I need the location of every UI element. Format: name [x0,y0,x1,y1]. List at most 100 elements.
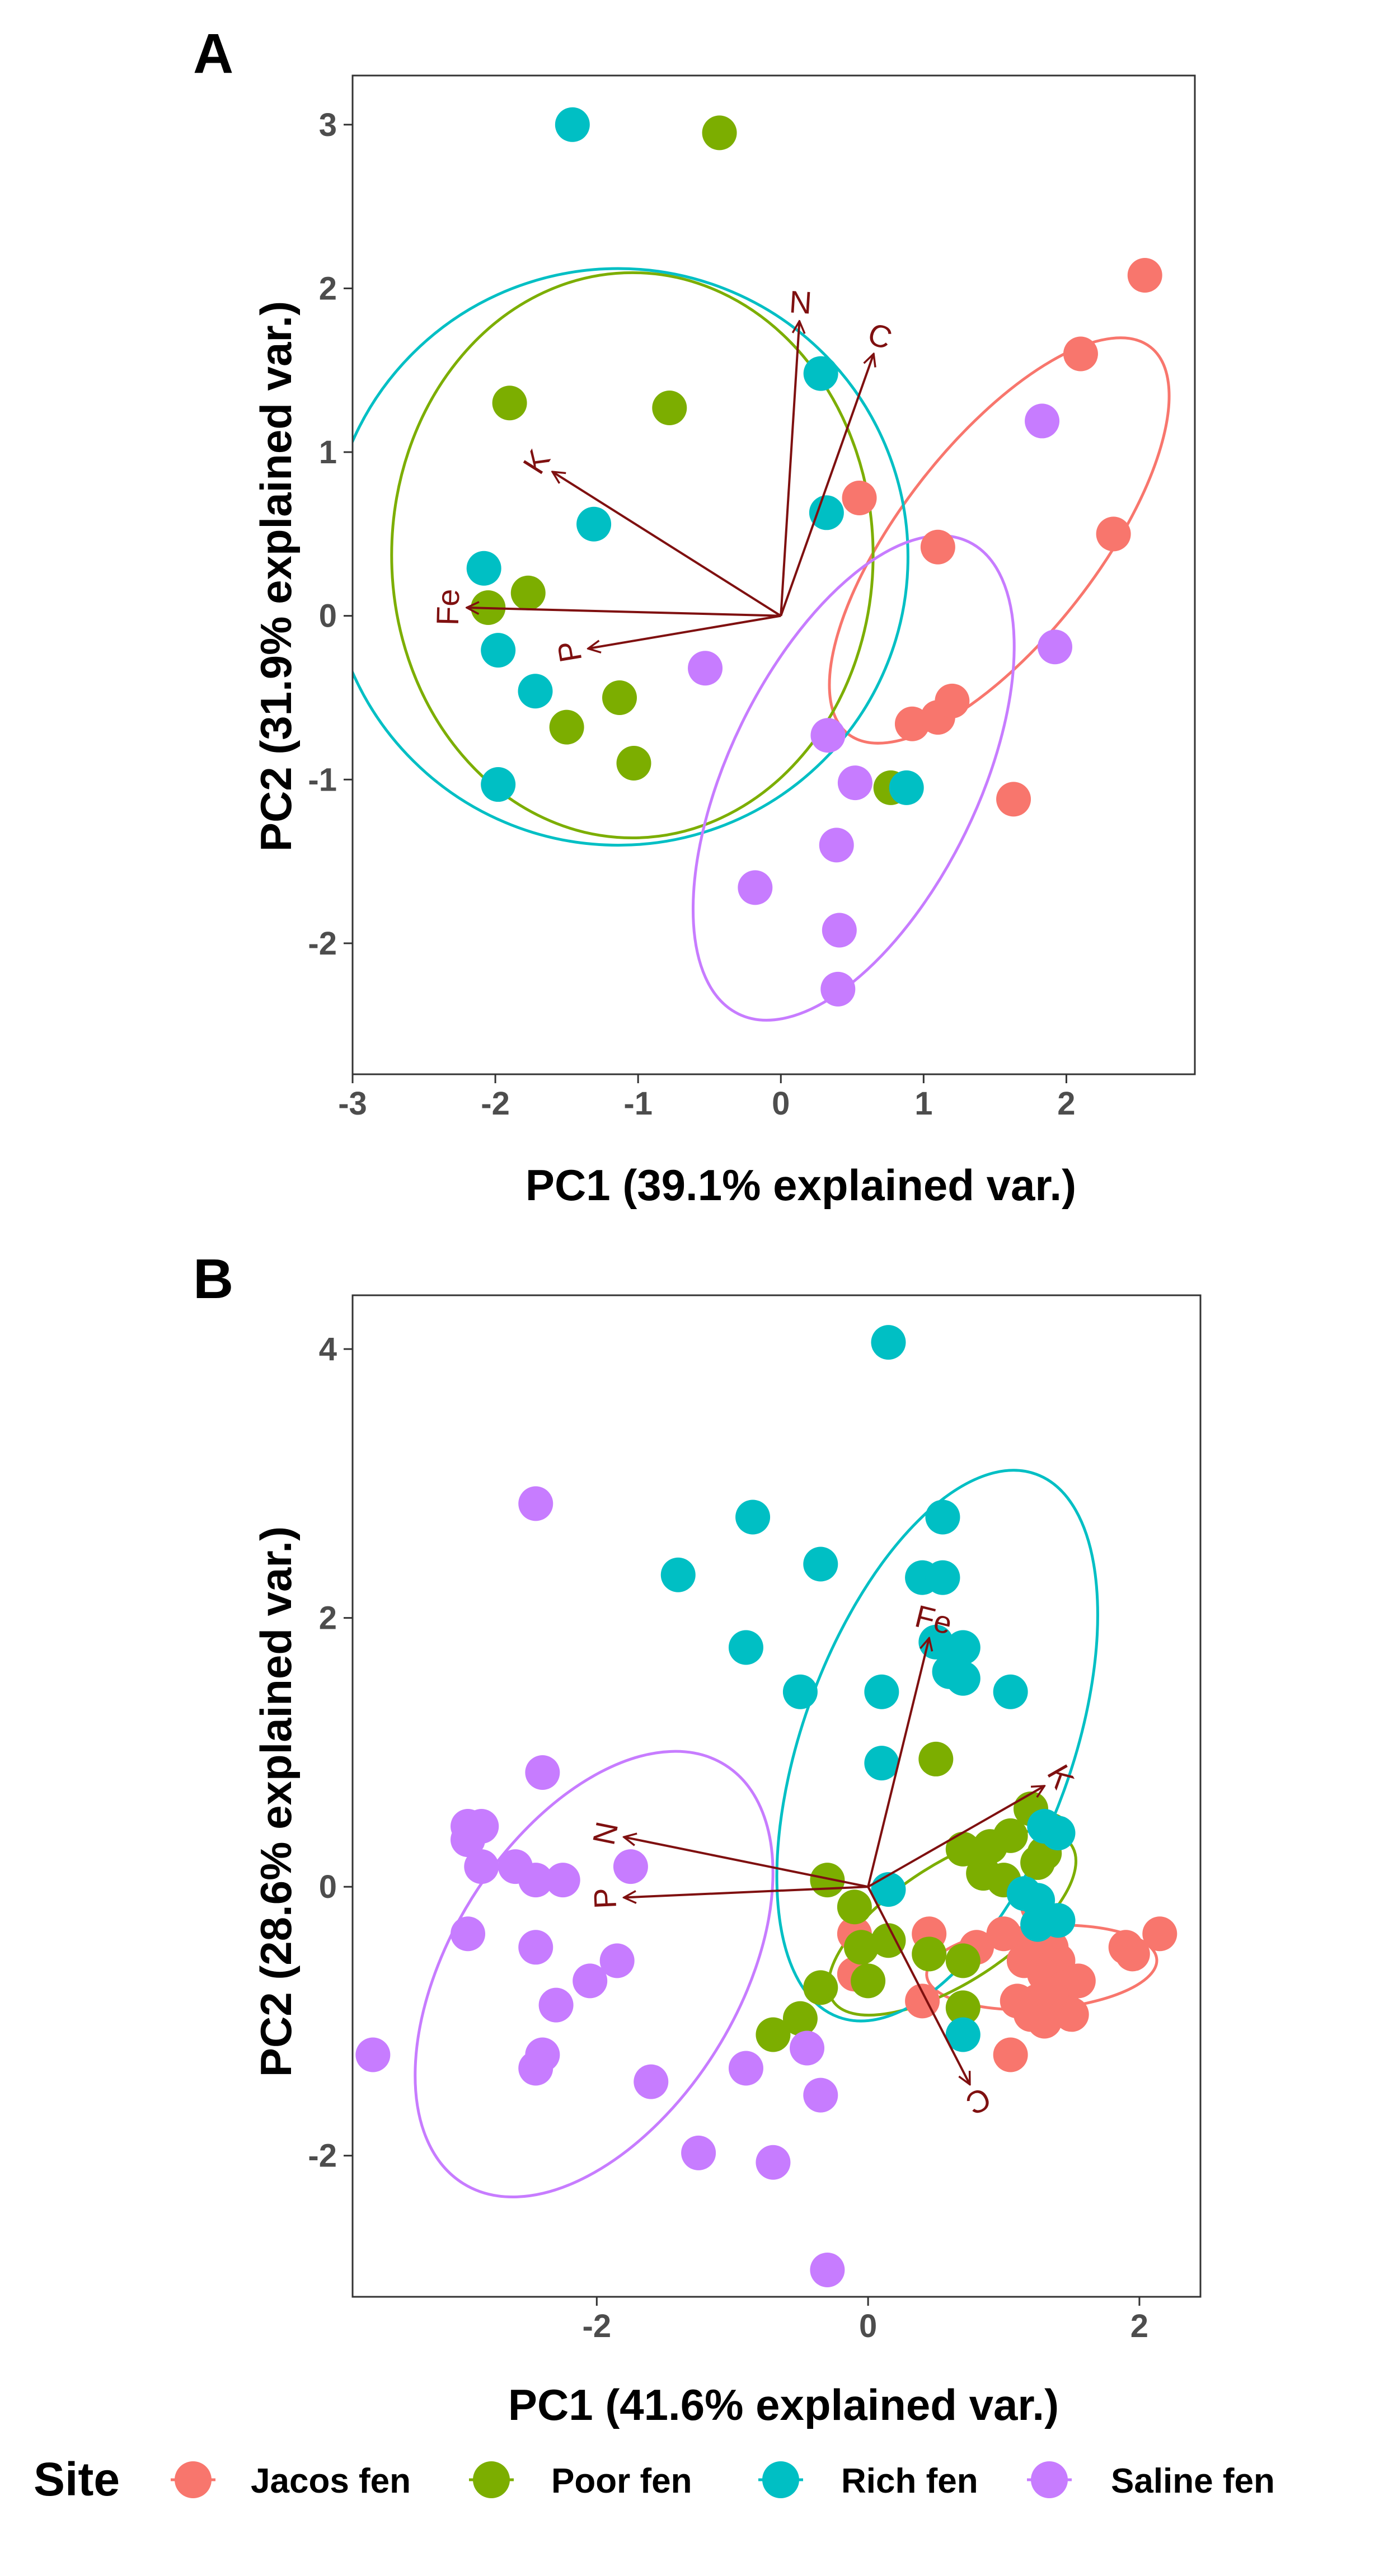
panel-b-x-tick-label-2: -2 [583,2308,612,2344]
panel-b-loading-arrow-k [867,1786,1044,1888]
panel-b-point-rich-fen-23 [1020,1907,1055,1942]
panel-b-y-tick-label-2: 2 [319,1600,337,1637]
panel-a-point-saline-fen-6 [819,828,854,863]
panel-a-plot-area: N C K Fe P -3 -2 -1 0 1 2 -2 -1 0 1 2 3 [308,74,1196,1122]
panel-a-point-jacos-fen-2 [1063,336,1098,372]
panel-b-point-rich-fen-15 [993,1674,1028,1709]
panel-b-point-poor-fen-12 [837,1889,872,1925]
panel-a-point-poor-fen-5 [510,575,546,610]
panel-a-point-rich-fen-7 [518,674,553,709]
panel-a-point-saline-fen-2 [1038,629,1073,665]
panel-b-point-rich-fen-12 [945,1661,981,1696]
panel-b-plot-border [351,1294,1202,2298]
panel-b-point-jacos-fen-17 [1115,1936,1150,1972]
legend-label-jacos-fen: Jacos fen [251,2462,411,2500]
panel-b-y-tick-label-2: -2 [308,2138,337,2174]
panel-b-x-tick-label-2: 2 [1130,2308,1148,2344]
panel-b-point-saline-fen-17 [518,2051,553,2086]
panel-a-y-tick-label-2: -2 [308,925,337,962]
panel-b-plot-content: Fe K N P C [355,1325,1177,2287]
legend-key-poor-fen [473,2461,510,2498]
legend: Site Jacos fen Poor fen Rich fen Saline … [34,2453,1275,2506]
panel-a-y-tick-label-2: 2 [319,270,337,307]
panel-a-ellipse-rich-fen [353,267,909,847]
panel-b-point-saline-fen-14 [573,1963,608,1999]
panel-b-series-rich-fen [660,1325,1076,2052]
panel-b-point-jacos-fen-12 [1027,2004,1062,2039]
panel-b-loading-arrow-fe [867,1638,929,1887]
panel-b-series-jacos-fen [837,1889,1177,2072]
panel-a-series-jacos-fen [842,258,1162,817]
panel-b-y-tick-label-4: 4 [319,1331,337,1367]
panel-b-point-rich-fen-6 [925,1560,960,1595]
panel-b-plot-area: Fe K N P C -2 0 2 -2 0 2 4 [308,1294,1202,2344]
panel-a-x-tick-label-2: 2 [1057,1085,1075,1122]
panel-a-point-poor-fen-6 [602,680,637,715]
panel-b-point-saline-fen-15 [538,1987,574,2023]
panel-b-point-rich-fen-16 [864,1746,899,1781]
panel-b-point-saline-fen-11 [451,1916,486,1952]
panel-b-loading-arrow-c [867,1886,971,2084]
panel-a-ellipse-poor-fen [390,271,875,839]
panel-a-point-poor-fen-3 [652,391,687,426]
panel-a-point-saline-fen-9 [820,971,856,1007]
panel-a-loading-arrow-fe [467,608,781,617]
panel-b-point-poor-fen-17 [844,1930,879,1965]
panel-b-y-axis-title: PC2 (28.6% explained var.) [251,1526,301,2077]
panel-b-ellipse-saline-fen [414,1750,775,2199]
panel-b-x-axis-title: PC1 (41.6% explained var.) [508,2380,1059,2429]
panel-a-label: A [193,22,233,85]
panel-b: B Fe K N P C -2 0 2 -2 0 2 4 PC1 (41.6% explained v… [193,1248,1202,2429]
legend-item-rich-fen: Rich fen [758,2461,978,2500]
panel-b-point-poor-fen-20 [782,2001,818,2036]
panel-a-y-tick-label-1: 1 [319,434,337,471]
panel-b-point-jacos-fen-14 [1034,1977,1069,2012]
panel-a-point-saline-fen-4 [810,718,846,753]
panel-b-point-saline-fen-7 [464,1849,499,1884]
panel-b-point-poor-fen-16 [945,1990,981,2025]
panel-b-point-saline-fen-24 [756,2145,791,2180]
panel-a-x-tick-label-2: -2 [481,1085,510,1122]
panel-a-point-saline-fen-7 [738,870,773,905]
panel-a: A N C K Fe P -3 -2 -1 0 1 2 -2 -1 0 1 2 3 PC1 (39.1% exp… [193,22,1196,1210]
panel-b-ellipse-poor-fen [827,1830,1077,2017]
panel-b-point-poor-fen-8 [945,1831,981,1867]
panel-a-point-rich-fen-3 [576,506,612,542]
panel-b-series-saline-fen [355,1486,845,2287]
panel-b-point-saline-fen-8 [518,1863,553,1898]
legend-item-poor-fen: Poor fen [469,2461,692,2500]
panel-b-point-rich-fen-7 [660,1557,696,1592]
panel-b-point-rich-fen-24 [945,2017,981,2052]
panel-a-y-tick-label-1: -1 [308,761,337,798]
panel-b-point-rich-fen-18 [1040,1816,1076,1851]
panel-a-loading-label-fe: Fe [430,589,466,626]
panel-b-point-jacos-fen-15 [993,2037,1028,2072]
panel-a-loading-label-n: N [788,284,813,320]
panel-b-point-saline-fen-2 [525,1755,560,1790]
legend-label-saline-fen: Saline fen [1111,2462,1275,2500]
panel-b-loading-label-fe: Fe [912,1598,955,1641]
panel-b-point-saline-fen-21 [790,2030,825,2066]
legend-item-saline-fen: Saline fen [1027,2461,1275,2500]
panel-a-y-axis-title: PC2 (31.9% explained var.) [251,301,301,852]
panel-b-point-poor-fen-5 [1020,1845,1055,1880]
panel-a-point-jacos-fen-4 [842,480,877,515]
panel-a-x-axis-title: PC1 (39.1% explained var.) [526,1160,1076,1210]
legend-label-poor-fen: Poor fen [551,2462,692,2500]
panel-a-loading-label-c: C [864,316,897,356]
panel-b-point-poor-fen-15 [945,1943,981,1978]
panel-b-point-saline-fen-18 [355,2037,391,2072]
panel-a-point-saline-fen-5 [837,765,872,801]
panel-b-y-tick-label-0: 0 [319,1869,337,1905]
panel-a-plot-content: N C K Fe P [353,107,1171,1022]
panel-a-point-saline-fen-1 [1025,403,1060,439]
panel-a-x-tick-label-1: 1 [914,1085,932,1122]
panel-b-point-saline-fen-25 [810,2252,845,2287]
panel-b-x-tick-label-0: 0 [859,2308,877,2344]
legend-item-jacos-fen: Jacos fen [171,2461,411,2500]
panel-a-plot-border [351,74,1196,1075]
panel-b-point-saline-fen-13 [599,1943,635,1978]
panel-a-series-saline-fen [688,403,1073,1007]
panel-b-loading-arrow-p [624,1886,869,1897]
panel-b-point-poor-fen-1 [918,1741,954,1776]
